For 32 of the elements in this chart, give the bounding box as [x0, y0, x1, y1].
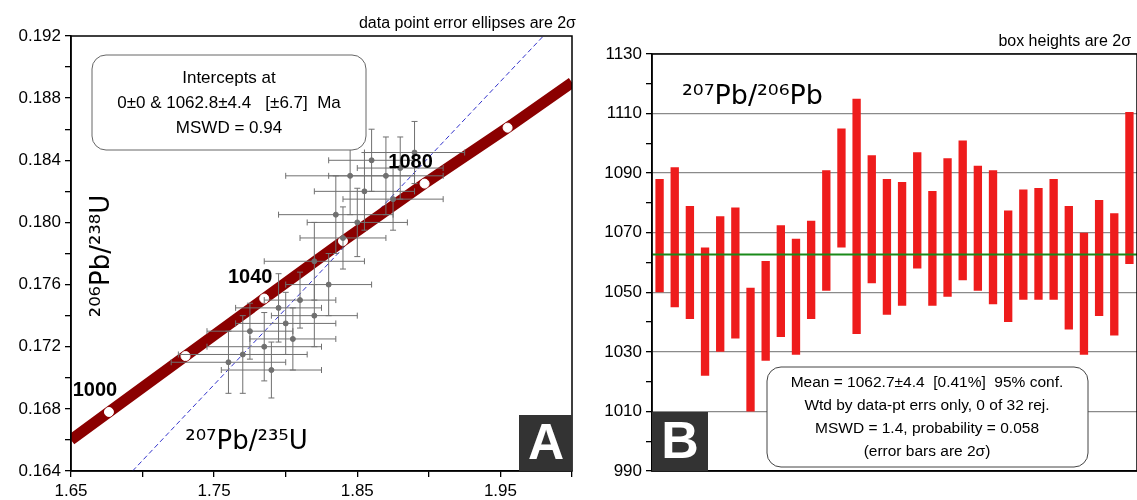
x-axis-title: ²⁰⁷Pb/²³⁵U: [185, 425, 308, 455]
y-tick-label: 1130: [605, 43, 642, 63]
y-tick-label: 0.168: [18, 398, 61, 418]
y-tick-label: 1030: [604, 341, 642, 361]
y-tick-label: 1070: [604, 222, 642, 242]
annotation: A: [527, 413, 565, 470]
x-tick-label: 1.65: [54, 480, 88, 500]
annotation: ²⁰⁷Pb/²⁰⁶Pb: [682, 79, 823, 110]
annotation: B: [661, 411, 699, 470]
y-tick-label: 0.188: [18, 87, 61, 107]
y-tick-label: 0.192: [18, 25, 61, 45]
x-tick-label: 1.85: [340, 480, 374, 500]
y-tick-label: 990: [613, 460, 642, 480]
y-tick-label: 0.164: [18, 460, 61, 480]
annotation: Mean = 1062.7±4.4 [0.41%] 95% conf. Wtd by data-pt errs only, 0 of 32 rej. MSWD = 1.4, probability = 0.058 (error bars are 2σ): [790, 373, 1064, 460]
y-tick-label: 0.176: [18, 274, 61, 294]
y-tick-label: 0.172: [18, 336, 61, 356]
y-tick-label: 1090: [604, 162, 642, 182]
y-axis-title: ²⁰⁶Pb/²³⁸U: [85, 194, 115, 318]
y-tick-label: 0.184: [18, 149, 61, 169]
annotation: 1080: [388, 150, 433, 173]
x-tick-label: 1.75: [197, 480, 231, 500]
y-tick-label: 1050: [604, 281, 642, 301]
annotation: 1040: [227, 265, 273, 288]
x-tick-label: 1.95: [483, 480, 517, 500]
text: box heights are 2σ: [998, 32, 1132, 49]
y-tick-label: 1010: [604, 401, 642, 421]
y-tick-label: 1110: [606, 103, 642, 123]
annotation: Intercepts at 0±0 & 1062.8±4.4 [±6.7] Ma MSWD = 0.94: [117, 67, 342, 137]
y-tick-label: 0.180: [18, 212, 61, 232]
text: data point error ellipses are 2σ: [358, 14, 577, 31]
annotation: 1000: [72, 378, 118, 401]
